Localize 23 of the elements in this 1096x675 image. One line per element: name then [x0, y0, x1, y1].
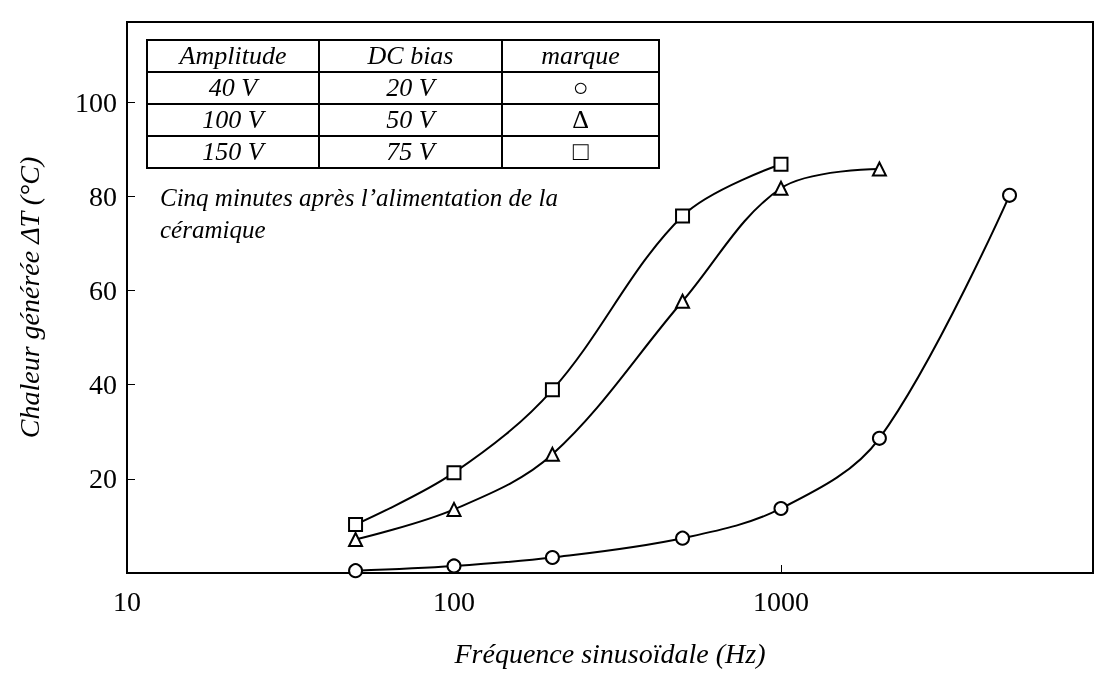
- annotation: 75 V: [319, 136, 502, 168]
- annotation: □: [502, 136, 659, 168]
- annotation: Amplitude: [147, 40, 319, 72]
- x-axis-title: Fréquence sinusoïdale (Hz): [453, 637, 766, 669]
- annotation: 40 V: [147, 72, 319, 104]
- y-tick-label: 80: [89, 180, 117, 212]
- annotation: marque: [502, 40, 659, 72]
- x-tick-label: 10: [113, 585, 141, 617]
- y-tick-label: 40: [89, 369, 117, 401]
- annotation: 100 V: [147, 104, 319, 136]
- y-axis-title: Chaleur générée ΔT (°C): [13, 156, 45, 439]
- annotation: 20 V: [319, 72, 502, 104]
- annotation: Δ: [502, 104, 659, 136]
- annotation: 150 V: [147, 136, 319, 168]
- y-tick-label: 20: [89, 463, 117, 495]
- y-tick-label: 100: [75, 86, 117, 118]
- annotation: Cinq minutes après l’alimentation de la céramique: [160, 183, 565, 243]
- y-tick-label: 60: [89, 274, 117, 306]
- annotation: 50 V: [319, 104, 502, 136]
- annotation: ○: [502, 72, 659, 104]
- x-tick-label: 100: [432, 585, 475, 617]
- x-tick-label: 1000: [752, 585, 809, 617]
- annotation: DC bias: [319, 40, 502, 72]
